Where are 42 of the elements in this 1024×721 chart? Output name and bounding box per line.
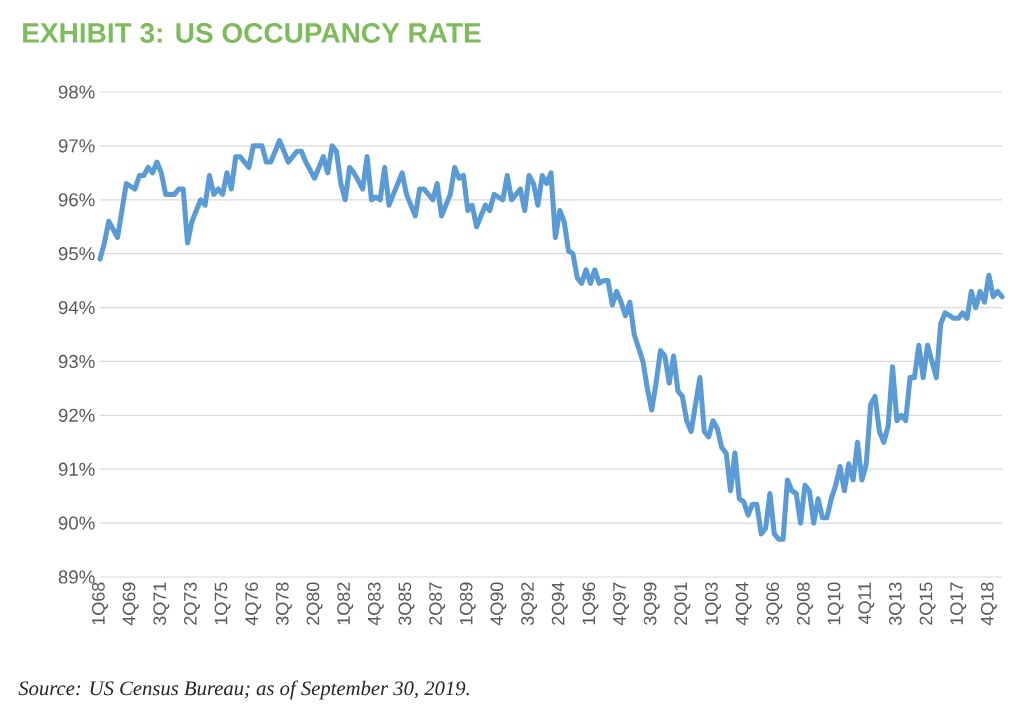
y-tick-label: 91% <box>58 462 95 476</box>
y-tick-label: 96% <box>58 193 95 207</box>
x-tick-label: 1Q89 <box>459 582 476 625</box>
x-tick-label: 1Q03 <box>705 582 722 625</box>
x-tick-label: 1Q10 <box>827 582 844 625</box>
y-tick-label: 97% <box>58 139 95 153</box>
x-tick-label: 2Q15 <box>919 582 936 625</box>
source-note: Source: US Census Bureau; as of September 30, 2019. <box>18 680 469 700</box>
x-tick-label: 1Q96 <box>582 582 599 625</box>
x-tick-label: 4Q11 <box>858 582 875 624</box>
y-tick-label: 98% <box>58 85 95 99</box>
x-tick-label: 3Q78 <box>275 582 292 626</box>
x-tick-label: 3Q06 <box>766 582 783 626</box>
x-tick-label: 2Q08 <box>796 582 813 625</box>
y-tick-label: 94% <box>58 300 95 315</box>
x-tick-label: 4Q76 <box>245 582 262 626</box>
x-tick-label: 2Q80 <box>306 582 323 625</box>
x-tick-label: 3Q99 <box>643 582 660 626</box>
x-tick-label: 1Q82 <box>337 582 354 625</box>
y-tick-label: 92% <box>58 408 95 422</box>
y-tick-label: 90% <box>58 516 95 530</box>
x-tick-label: 2Q94 <box>551 582 568 625</box>
y-tick-label: 89% <box>58 570 95 584</box>
x-tick-label: 4Q18 <box>980 582 997 626</box>
x-tick-label: 3Q13 <box>888 582 905 626</box>
x-tick-label: 2Q01 <box>674 582 691 625</box>
x-tick-label: 4Q04 <box>735 582 752 626</box>
y-tick-label: 93% <box>58 354 95 369</box>
x-tick-label: 3Q92 <box>521 582 538 626</box>
x-tick-label: 3Q85 <box>398 582 415 626</box>
chart-title: EXHIBIT 3: US OCCUPANCY RATE <box>23 23 481 43</box>
x-tick-label: 2Q87 <box>429 582 446 625</box>
x-tick-label: 1Q68 <box>92 582 108 625</box>
y-tick-label: 95% <box>58 247 95 261</box>
x-tick-label: 3Q71 <box>153 582 170 626</box>
x-tick-label: 2Q73 <box>183 582 200 625</box>
x-tick-label: 4Q97 <box>613 582 630 626</box>
x-tick-label: 4Q69 <box>122 582 139 626</box>
x-tick-label: 1Q17 <box>950 582 967 625</box>
x-tick-label: 4Q90 <box>490 582 507 626</box>
x-tick-label: 4Q83 <box>367 582 384 626</box>
x-tick-label: 1Q75 <box>214 582 231 625</box>
